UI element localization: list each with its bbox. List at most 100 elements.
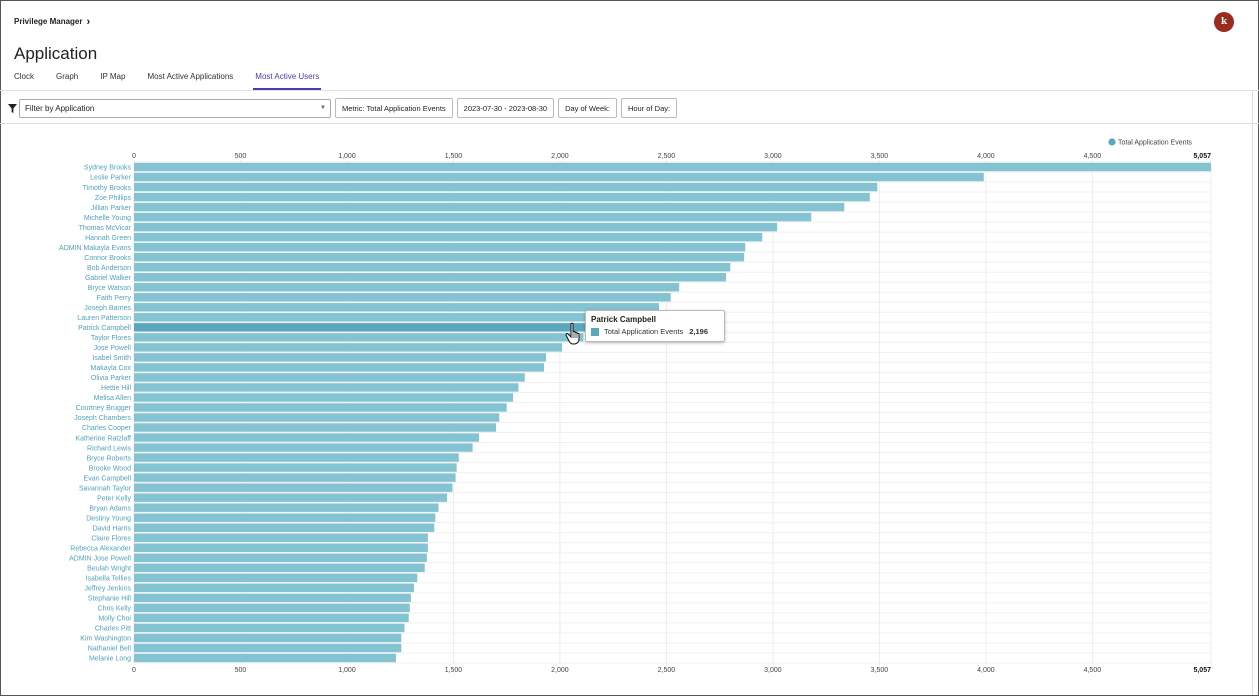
chevron-right-icon: › <box>86 15 91 28</box>
bar <box>134 343 563 352</box>
category-label[interactable]: Molly Choi <box>98 616 131 623</box>
scrollbar-track[interactable] <box>1252 91 1253 695</box>
category-label[interactable]: Hannah Green <box>85 235 131 242</box>
category-label[interactable]: Gabriel Walker <box>85 275 132 282</box>
x-tick-label-bottom: 5,057 <box>1193 667 1211 674</box>
category-label[interactable]: Jeffrey Jenkins <box>84 586 131 593</box>
category-label[interactable]: Michelle Young <box>84 215 131 222</box>
category-label[interactable]: Brooke Wood <box>89 465 131 472</box>
category-label[interactable]: Nathaniel Bell <box>88 646 132 653</box>
filter-by-application-select[interactable]: Filter by Application ▼ <box>19 98 331 118</box>
caret-down-icon: ▼ <box>320 104 326 111</box>
category-label[interactable]: Destiny Young <box>86 515 131 522</box>
category-label[interactable]: Bryce Watson <box>88 285 131 292</box>
bar <box>134 613 409 623</box>
category-label[interactable]: David Harris <box>92 525 131 532</box>
category-label[interactable]: Courtney Brugger <box>76 405 132 412</box>
x-tick-label-bottom: 1,000 <box>338 667 356 674</box>
category-label[interactable]: Joseph Chambers <box>74 415 131 422</box>
bar <box>134 313 621 322</box>
category-label[interactable]: Joseph Barnes <box>84 305 131 312</box>
avatar[interactable]: k <box>1214 12 1234 32</box>
x-tick-label-top: 500 <box>235 153 247 160</box>
category-label[interactable]: Melanie Long <box>89 656 131 663</box>
tab-ip-map[interactable]: IP Map <box>100 72 126 81</box>
category-label[interactable]: Patrick Campbell <box>78 325 131 332</box>
filter-select-value: Filter by Application <box>25 103 95 113</box>
bar <box>134 553 427 562</box>
category-label[interactable]: Bryce Roberts <box>87 455 132 462</box>
x-tick-label-bottom: 2,000 <box>551 667 569 674</box>
category-label[interactable]: Connor Brooks <box>84 255 131 262</box>
category-label[interactable]: Makayla Cox <box>91 365 132 372</box>
x-tick-label-top: 2,500 <box>658 153 676 160</box>
category-label[interactable]: Bryan Adams <box>89 505 131 512</box>
bar <box>134 503 439 512</box>
category-label[interactable]: Hettie Hill <box>101 385 131 392</box>
tab-most-active-applications[interactable]: Most Active Applications <box>147 72 234 81</box>
breadcrumb[interactable]: Privilege Manager › <box>14 15 91 28</box>
breadcrumb-label[interactable]: Privilege Manager <box>14 17 83 26</box>
category-label[interactable]: Olivia Parker <box>91 375 132 382</box>
category-label[interactable]: Jose Powell <box>94 345 132 352</box>
date-range-button[interactable]: 2023-07-30 - 2023-08-30 <box>456 98 555 118</box>
category-label[interactable]: Melisa Allen <box>94 395 131 402</box>
category-label[interactable]: Charles Cooper <box>82 425 132 432</box>
category-label[interactable]: Isabella Tellies <box>86 576 132 583</box>
bar <box>134 172 984 182</box>
x-tick-label-bottom: 4,000 <box>977 667 995 674</box>
tabs-divider <box>0 90 1259 91</box>
category-label[interactable]: ADMIN Jose Powell <box>69 556 131 563</box>
category-label[interactable]: Zoe Phillips <box>95 195 132 202</box>
bar <box>134 373 525 382</box>
tab-clock[interactable]: Clock <box>14 72 35 81</box>
category-label[interactable]: Katherine Ratzlaff <box>75 435 131 442</box>
bar <box>134 483 453 492</box>
category-label[interactable]: Leslie Parker <box>90 175 132 182</box>
category-label[interactable]: Taylor Flores <box>91 335 132 342</box>
category-label[interactable]: Lauren Patterson <box>77 315 131 322</box>
bar <box>134 263 731 272</box>
tab-graph[interactable]: Graph <box>56 72 79 81</box>
chart-tooltip: Patrick Campbell Total Application Event… <box>585 310 725 342</box>
category-label[interactable]: Evan Campbell <box>84 475 132 482</box>
category-label[interactable]: Isabel Smith <box>92 355 131 362</box>
page-title: Application <box>14 44 98 63</box>
toolbar: Filter by Application ▼ Metric: Total Ap… <box>8 97 678 119</box>
category-label[interactable]: Stephanie Hill <box>88 596 132 603</box>
hand-cursor-icon <box>565 322 580 345</box>
x-tick-label-top: 1,000 <box>338 153 356 160</box>
x-tick-label-bottom: 1,500 <box>445 667 463 674</box>
filter-icon[interactable] <box>8 103 17 113</box>
day-of-week-button[interactable]: Day of Week: <box>558 98 617 118</box>
category-label[interactable]: Timothy Brooks <box>83 185 132 192</box>
category-label[interactable]: Bob Anderson <box>87 265 131 272</box>
x-tick-label-top: 0 <box>132 153 136 160</box>
category-label[interactable]: Savannah Taylor <box>79 485 132 492</box>
category-label[interactable]: Kim Washington <box>80 636 131 643</box>
bar <box>134 403 507 412</box>
category-label[interactable]: Richard Lewis <box>87 445 131 452</box>
bar <box>134 603 410 613</box>
tab-most-active-users[interactable]: Most Active Users <box>253 72 322 90</box>
x-tick-label-bottom: 4,500 <box>1084 667 1102 674</box>
bar <box>134 212 812 222</box>
category-label[interactable]: Peter Kelly <box>97 495 131 502</box>
category-label[interactable]: Thomas McVicar <box>79 225 132 232</box>
category-label[interactable]: Claire Flores <box>91 535 131 542</box>
hour-of-day-button[interactable]: Hour of Day: <box>620 98 678 118</box>
category-label[interactable]: Jillian Parker <box>91 205 132 212</box>
category-label[interactable]: Charles Pitt <box>95 626 131 633</box>
category-label[interactable]: Faith Perry <box>97 295 132 302</box>
category-label[interactable]: Sydney Brooks <box>84 165 132 172</box>
category-label[interactable]: Chris Kelly <box>98 606 132 613</box>
category-label[interactable]: Beulah Wright <box>87 566 131 573</box>
bar <box>134 633 402 643</box>
metric-button[interactable]: Metric: Total Application Events <box>335 98 453 118</box>
category-label[interactable]: Rebecca Alexander <box>70 545 131 552</box>
tooltip-value: 2,196 <box>689 327 708 336</box>
bar <box>134 323 602 332</box>
bar <box>134 473 456 482</box>
category-label[interactable]: ADMIN Makayla Evans <box>59 245 131 252</box>
x-tick-label-top: 1,500 <box>445 153 463 160</box>
